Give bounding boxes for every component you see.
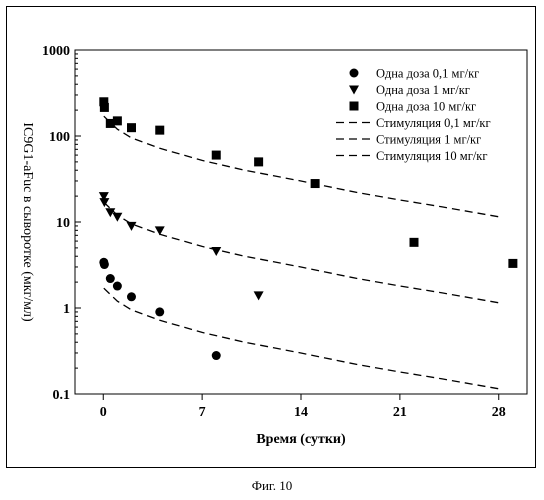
data-point-circle	[155, 307, 164, 316]
y-tick-label: 1	[63, 302, 70, 317]
legend-label: Стимуляция 0,1 мг/кг	[376, 116, 491, 130]
legend-label: Стимуляция 10 мг/кг	[376, 149, 488, 163]
data-point-square	[127, 123, 136, 132]
x-axis: 0 7 14 21 28	[100, 394, 506, 420]
data-point-triangle-down	[112, 213, 122, 222]
x-axis-label: Время (сутки)	[256, 432, 346, 447]
y-axis-label: IC9G1-aFuc в сыворотке (мкг/мл)	[20, 122, 35, 322]
series-line-5	[104, 202, 499, 303]
data-point-square	[254, 157, 263, 166]
data-point-square	[212, 151, 221, 160]
x-tick-label: 14	[294, 405, 308, 420]
y-tick-label: 0.1	[53, 388, 71, 403]
data-point-circle	[106, 274, 115, 283]
data-point-square	[410, 238, 419, 247]
x-tick-label: 28	[492, 405, 506, 420]
y-tick-label: 1000	[42, 44, 70, 59]
legend-marker-triangle-down	[349, 86, 359, 95]
legend-label: Одна доза 1 мг/кг	[376, 83, 470, 97]
chart: 0.1 1 10 100 1000 0 7 14 21 28 Одна доза 0,1 мг/…	[0, 0, 544, 470]
legend-marker-circle	[350, 69, 359, 78]
data-point-square	[155, 126, 164, 135]
x-tick-label: 21	[393, 405, 407, 420]
legend: Одна доза 0,1 мг/кг Одна доза 1 мг/кг Одна…	[336, 67, 491, 164]
legend-label: Стимуляция 1 мг/кг	[376, 133, 481, 147]
data-point-square	[113, 116, 122, 125]
legend-label: Одна доза 0,1 мг/кг	[376, 67, 479, 81]
data-point-triangle-down	[254, 291, 264, 300]
x-tick-label: 0	[100, 405, 107, 420]
data-point-square	[508, 259, 517, 268]
data-point-circle	[127, 292, 136, 301]
data-point-circle	[212, 351, 221, 360]
data-point-triangle-down	[127, 222, 137, 231]
y-tick-label: 100	[49, 130, 70, 145]
series-line-4	[104, 288, 499, 389]
data-point-triangle-down	[105, 208, 115, 217]
data-point-square	[100, 103, 109, 112]
figure-caption: Фиг. 10	[0, 478, 544, 494]
x-tick-label: 7	[199, 405, 206, 420]
legend-marker-square	[350, 102, 359, 111]
legend-label: Одна доза 10 мг/кг	[376, 100, 476, 114]
y-tick-label: 10	[56, 216, 70, 231]
data-point-circle	[113, 282, 122, 291]
data-point-circle	[100, 260, 109, 269]
